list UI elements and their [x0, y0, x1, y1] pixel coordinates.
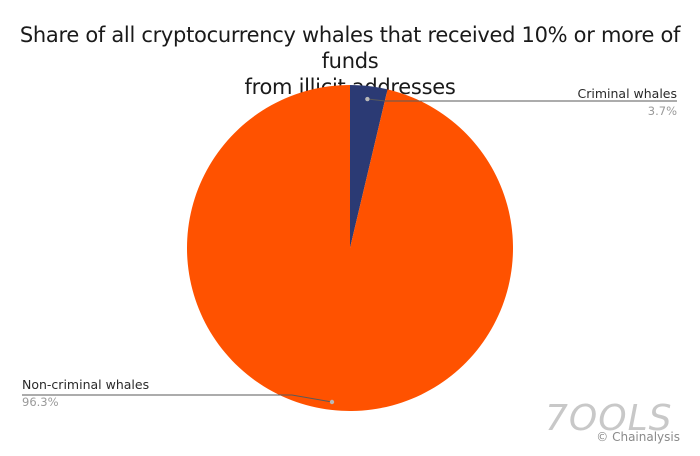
watermark-logo: 7OOLS — [545, 398, 673, 439]
pie-callouts: Criminal whales 3.7% Non-criminal whales 96… — [22, 86, 677, 409]
pie-slice-criminal-whales — [350, 85, 388, 248]
pie-slice-non-criminal-whales — [186, 85, 513, 412]
slice-value-label: 96.3% — [22, 395, 59, 409]
callout-dot — [329, 399, 335, 405]
pie-slices — [186, 85, 513, 412]
slice-value-label: 3.7% — [648, 104, 677, 118]
callout-dot — [365, 96, 370, 102]
source-credit: © Chainalysis — [596, 430, 680, 444]
callout-leader-line — [22, 394, 333, 403]
chart-title: Share of all cryptocurrency whales that … — [0, 22, 700, 100]
slice-label: Criminal whales — [578, 86, 678, 101]
chart-title-line-1: Share of all cryptocurrency whales that … — [19, 23, 681, 73]
callout-leader-line — [367, 98, 677, 102]
slice-label: Non-criminal whales — [22, 377, 149, 392]
